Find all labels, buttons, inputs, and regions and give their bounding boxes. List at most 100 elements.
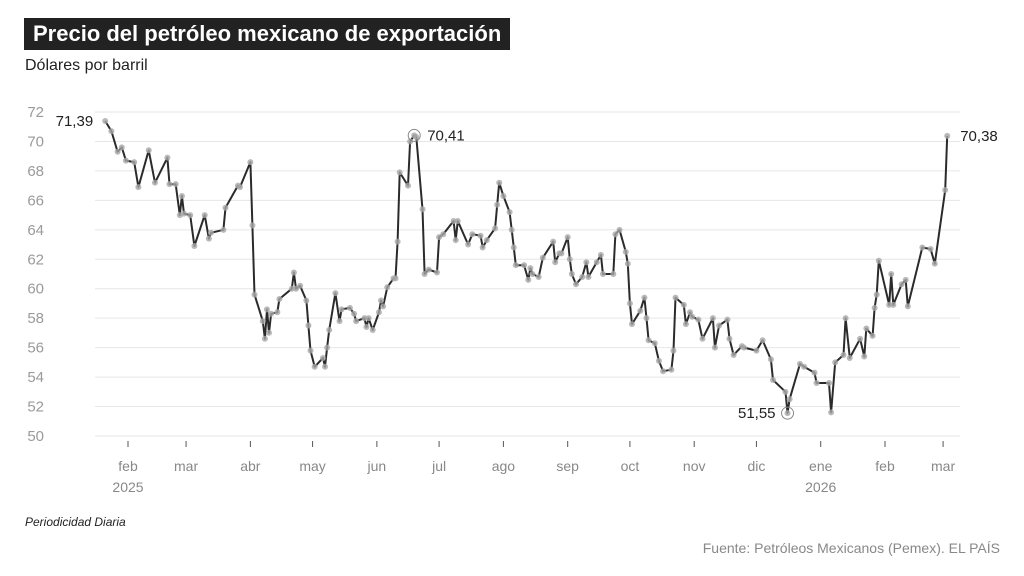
data-point <box>251 291 258 298</box>
data-point <box>492 225 499 232</box>
data-point <box>726 335 733 342</box>
data-point <box>396 169 403 176</box>
data-point <box>332 290 339 297</box>
x-tick-label: ene <box>809 458 833 474</box>
x-tick-label: ago <box>492 458 516 474</box>
data-point <box>597 251 604 258</box>
data-point <box>568 271 575 277</box>
data-point <box>813 379 820 386</box>
x-tick-label: may <box>299 458 325 474</box>
data-point <box>510 244 517 251</box>
data-point <box>535 273 542 280</box>
data-point <box>394 238 401 245</box>
data-point <box>637 307 644 314</box>
data-point <box>508 226 515 233</box>
data-point <box>740 344 747 351</box>
x-tick-label: nov <box>683 458 706 474</box>
data-point <box>496 179 503 186</box>
data-point <box>222 204 229 211</box>
data-point <box>351 310 358 317</box>
data-point <box>191 243 198 250</box>
data-point <box>512 262 519 269</box>
periodicity-note: Periodicidad Diaria <box>25 515 126 529</box>
value-annotation: 70,41 <box>427 127 465 144</box>
data-point <box>353 318 360 325</box>
data-point <box>801 363 808 370</box>
data-point <box>102 117 109 124</box>
data-point <box>187 212 194 219</box>
data-point <box>832 359 839 366</box>
data-point <box>525 276 532 283</box>
data-point <box>759 337 766 344</box>
source-credit: Fuente: Petróleos Mexicanos (Pemex). EL … <box>702 540 1000 556</box>
data-point <box>942 187 949 194</box>
data-point <box>898 281 905 288</box>
data-point <box>365 315 372 322</box>
data-point <box>527 265 534 272</box>
data-point <box>564 234 571 241</box>
data-point <box>753 347 760 354</box>
data-point <box>672 294 679 301</box>
value-annotation: 70,38 <box>960 128 998 145</box>
data-point <box>506 209 513 216</box>
y-tick-label: 70 <box>27 133 44 150</box>
x-tick-label: feb <box>875 458 895 474</box>
data-point <box>826 379 833 386</box>
data-point <box>135 184 142 191</box>
data-point <box>919 244 926 251</box>
data-point <box>861 353 868 360</box>
data-point <box>716 322 723 329</box>
y-tick-label: 60 <box>27 281 44 298</box>
data-point <box>645 337 652 344</box>
data-point <box>670 347 677 354</box>
data-point <box>566 256 573 263</box>
x-tick-label: abr <box>240 458 261 474</box>
data-point <box>145 147 152 154</box>
data-point <box>863 325 870 332</box>
data-point <box>419 206 426 213</box>
data-point <box>483 237 490 244</box>
data-point <box>114 148 121 155</box>
y-tick-label: 52 <box>27 399 44 416</box>
data-point <box>336 318 343 325</box>
data-point <box>730 352 737 358</box>
data-point <box>711 344 718 351</box>
data-point <box>201 212 208 219</box>
data-point <box>178 192 185 199</box>
data-point <box>539 254 546 261</box>
data-point <box>724 316 731 323</box>
data-point <box>346 304 353 311</box>
data-point <box>413 134 420 141</box>
data-point <box>454 217 461 224</box>
data-point <box>494 201 501 208</box>
data-point <box>770 377 777 384</box>
data-point <box>290 269 297 276</box>
data-point <box>369 326 376 333</box>
highlight-ring <box>407 128 421 142</box>
y-tick-label: 54 <box>27 369 44 386</box>
data-point <box>610 271 617 277</box>
data-point <box>529 271 536 277</box>
data-point <box>324 344 331 351</box>
data-point <box>361 315 368 322</box>
data-point <box>616 226 623 233</box>
data-point <box>811 369 818 376</box>
data-point <box>695 316 702 323</box>
data-point <box>927 245 934 252</box>
data-point <box>796 360 803 367</box>
data-point <box>593 259 600 266</box>
x-tick-label: jul <box>431 458 446 474</box>
data-point <box>166 181 173 188</box>
data-point <box>828 409 835 416</box>
data-point <box>363 324 370 331</box>
data-point <box>326 326 333 333</box>
data-point <box>680 301 687 308</box>
data-point <box>552 259 559 266</box>
data-point <box>305 322 312 329</box>
data-point <box>172 181 179 188</box>
data-point <box>767 356 774 363</box>
data-point <box>220 226 227 233</box>
data-point <box>902 276 909 283</box>
x-tick-label: sep <box>556 458 579 474</box>
chart-title: Precio del petróleo mexicano de exportac… <box>24 18 511 50</box>
